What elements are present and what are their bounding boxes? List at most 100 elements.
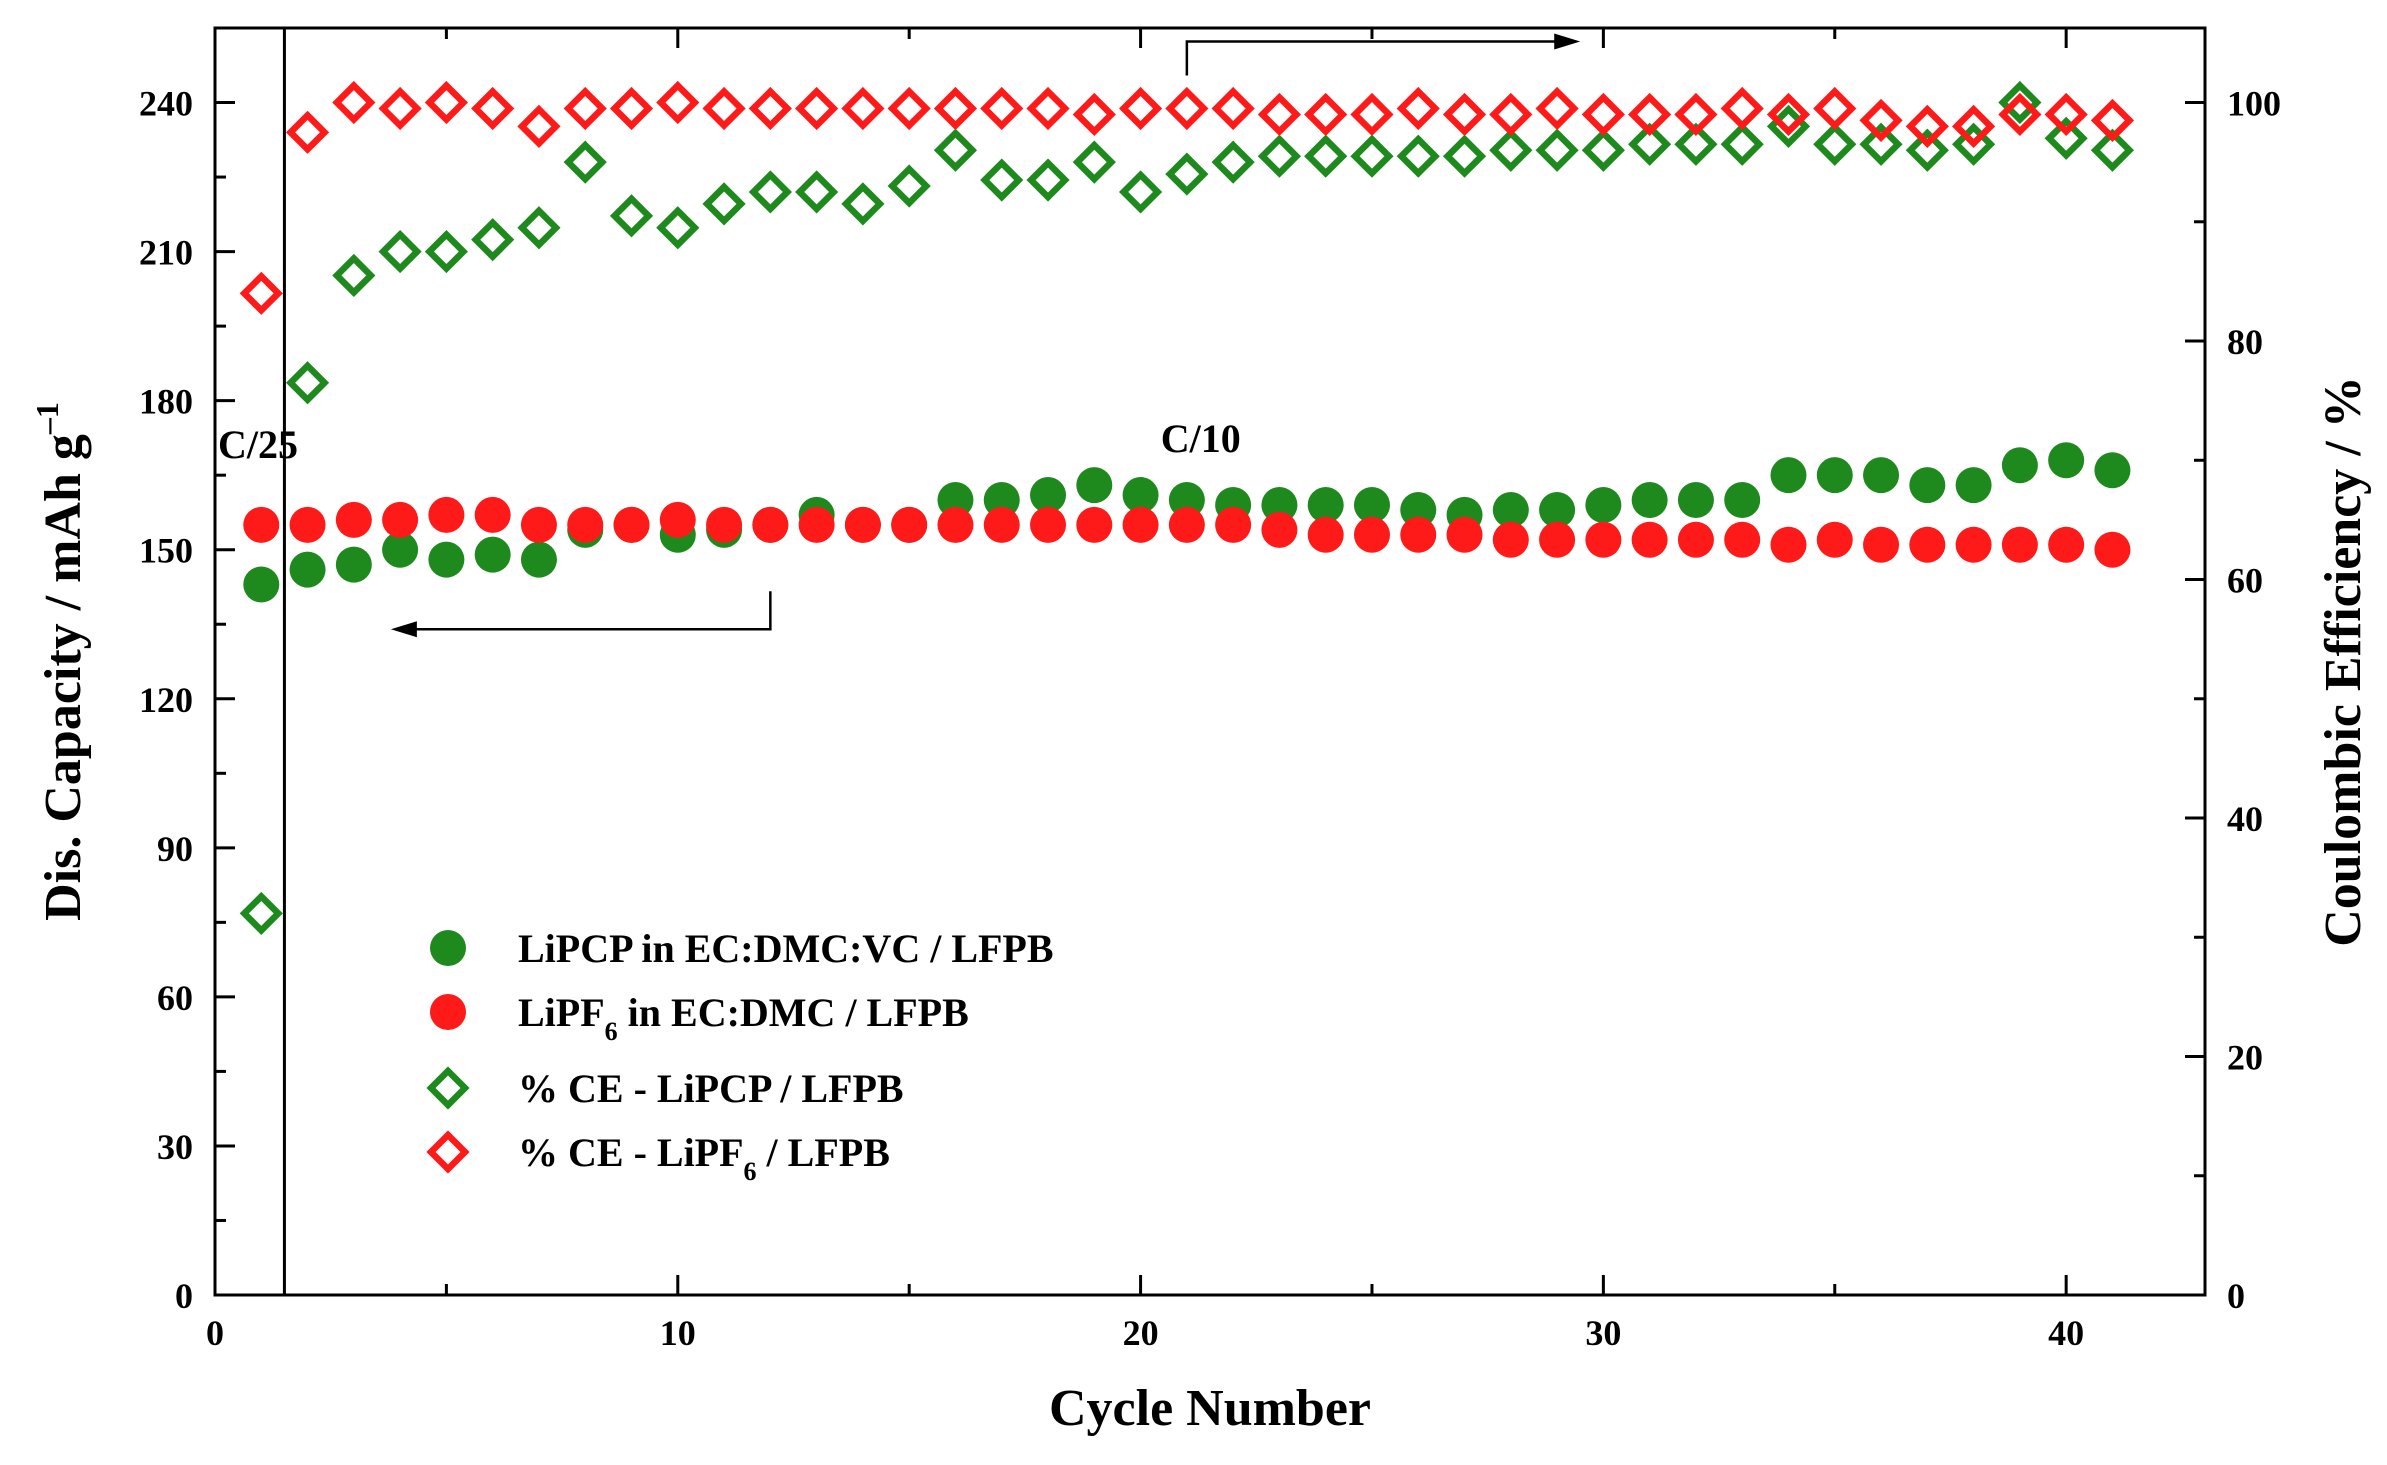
data-point — [1168, 506, 1205, 543]
x-axis-title: Cycle Number — [1049, 1380, 1371, 1437]
y-right-tick-label: 80 — [2227, 322, 2263, 362]
data-point — [285, 110, 330, 154]
legend-label-part: LiPF — [518, 990, 605, 1035]
data-point — [1118, 170, 1163, 214]
x-tick-label: 30 — [1585, 1313, 1621, 1353]
data-point — [1955, 467, 1992, 504]
series-3 — [239, 80, 2135, 936]
data-point — [983, 506, 1020, 543]
y-right-tick-label: 60 — [2227, 561, 2263, 601]
y-left-tick-label: 210 — [139, 233, 193, 273]
data-point — [428, 541, 465, 578]
data-point — [656, 80, 700, 125]
y-left-tick-label: 240 — [139, 84, 193, 124]
legend-label-subscript: 6 — [744, 1157, 757, 1186]
data-point — [1631, 521, 1668, 558]
data-point — [1030, 477, 1067, 514]
data-point — [1165, 152, 1209, 196]
legend-label-part: % CE - LiPCP / LFPB — [518, 1066, 904, 1111]
legend-entry: LiPF6 in EC:DMC / LFPB — [430, 990, 969, 1046]
data-point — [1165, 86, 1209, 131]
data-point — [428, 496, 465, 533]
data-point — [613, 506, 650, 543]
y-right-tick-label: 100 — [2227, 84, 2281, 124]
legend-entry: % CE - LiPF6 / LFPB — [426, 1130, 890, 1186]
data-point — [1539, 491, 1576, 528]
y-left-tick-label: 90 — [157, 829, 193, 869]
y-left-tick-label: 60 — [157, 978, 193, 1018]
data-marks-layer — [239, 80, 2135, 936]
data-point — [2044, 116, 2088, 160]
data-point — [795, 86, 839, 131]
data-point — [378, 86, 422, 131]
y-left-axis-title-superscript: –1 — [29, 402, 65, 435]
data-point — [1257, 92, 1302, 137]
data-point — [1396, 134, 1440, 178]
data-point — [1396, 86, 1440, 131]
data-point — [1813, 86, 1857, 131]
data-point — [1863, 526, 1900, 563]
data-point — [1905, 104, 1949, 148]
data-point — [1400, 516, 1437, 553]
data-point — [1720, 86, 1764, 131]
y-left-tick-label: 150 — [139, 531, 193, 571]
annotation-layer: C/25 C/10 — [218, 28, 1581, 1295]
data-point — [1816, 521, 1853, 558]
data-point — [1952, 104, 1996, 148]
legend-marker — [426, 1066, 470, 1110]
data-point — [1585, 486, 1622, 523]
x-tick-label: 40 — [2048, 1313, 2084, 1353]
data-point — [378, 229, 422, 274]
data-point — [563, 86, 607, 131]
data-point — [1118, 86, 1163, 131]
data-point — [1261, 511, 1298, 548]
data-point — [1307, 516, 1344, 553]
legend-label-part: LiPCP in EC:DMC:VC / LFPB — [518, 926, 1054, 971]
data-point — [1304, 92, 1348, 137]
data-point — [335, 501, 372, 538]
data-point — [887, 164, 931, 208]
data-point — [1720, 122, 1764, 166]
data-point — [891, 506, 928, 543]
data-point — [1072, 140, 1116, 184]
y-left-axis-title-main: Dis. Capacity / mAh g — [35, 434, 92, 921]
data-point — [1677, 482, 1714, 519]
data-point — [983, 482, 1020, 519]
data-point — [748, 86, 792, 131]
data-point — [1766, 104, 1811, 148]
legend-entry: % CE - LiPCP / LFPB — [426, 1066, 904, 1111]
data-point — [1674, 122, 1718, 166]
data-point — [1535, 86, 1579, 131]
data-point — [517, 104, 561, 148]
data-point — [1724, 521, 1761, 558]
data-point — [2094, 452, 2131, 489]
data-point — [520, 506, 557, 543]
data-point — [1677, 521, 1714, 558]
x-tick-label: 0 — [206, 1313, 224, 1353]
data-point — [239, 891, 283, 936]
data-point — [844, 506, 881, 543]
data-point — [752, 506, 789, 543]
y-left-tick-label: 0 — [175, 1276, 193, 1316]
data-point — [1350, 134, 1394, 178]
legend-label-part: in EC:DMC / LFPB — [618, 990, 969, 1035]
data-point — [841, 182, 885, 226]
data-point — [702, 86, 746, 131]
data-point — [1211, 86, 1255, 131]
x-tick-label: 20 — [1123, 1313, 1159, 1353]
data-point — [1492, 521, 1529, 558]
data-point — [1770, 457, 1807, 494]
data-point — [1489, 92, 1533, 137]
data-point — [887, 86, 931, 131]
data-point — [1026, 158, 1070, 202]
data-point — [798, 506, 835, 543]
data-point — [382, 531, 419, 568]
data-point — [335, 546, 372, 583]
axes-layer: 0 10 20 30 40 0 30 60 90 120 150 180 210 240 0 20 40 60 80… — [29, 26, 2372, 1437]
data-point — [1353, 516, 1390, 553]
y-right-tick-label: 40 — [2227, 799, 2263, 839]
data-point — [2094, 531, 2131, 568]
y-left-tick-label: 180 — [139, 382, 193, 422]
data-point — [243, 506, 280, 543]
